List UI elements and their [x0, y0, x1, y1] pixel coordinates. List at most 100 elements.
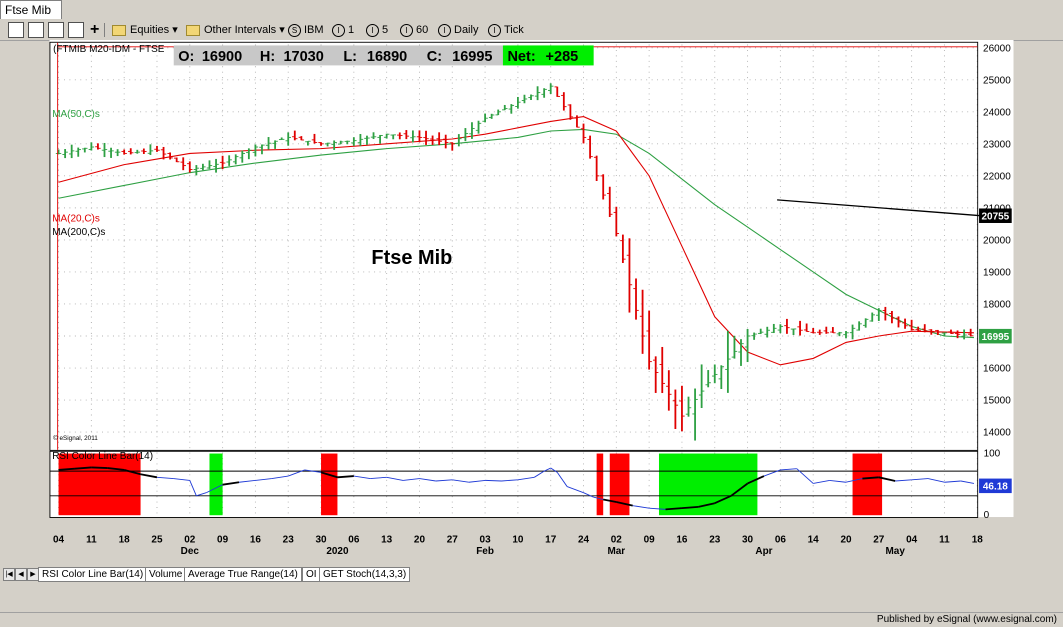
rsi-overbought-bar	[596, 453, 604, 516]
add-icon[interactable]: +	[90, 21, 100, 38]
rsi-tick-label: 0	[984, 510, 990, 521]
rsi-segment	[238, 479, 256, 483]
x-tick-label: 09	[644, 534, 656, 545]
folder-icon	[186, 24, 200, 36]
price-tick-label: 15000	[983, 396, 1011, 407]
interval-daily[interactable]: I Daily	[438, 22, 478, 38]
x-tick-label: 25	[151, 534, 163, 545]
low-label: L:	[343, 49, 357, 65]
x-month-label: Dec	[181, 546, 200, 557]
rsi-segment	[780, 468, 797, 471]
price-marker-label: 20755	[982, 211, 1010, 222]
prev-tab-icon[interactable]: ◀	[15, 568, 27, 581]
rsi-segment	[927, 478, 945, 483]
chart-area[interactable]: 1400015000160001700018000190002000021000…	[0, 40, 1063, 566]
x-tick-label: 02	[611, 534, 623, 545]
tab-oi[interactable]: OI	[302, 567, 321, 582]
price-tick-label: 23000	[983, 139, 1011, 150]
rsi-segment	[91, 466, 108, 469]
x-month-label: Mar	[607, 546, 625, 557]
close-value: 16995	[452, 49, 492, 65]
x-tick-label: 04	[906, 534, 918, 545]
x-tick-label: 14	[808, 534, 820, 545]
rsi-segment	[944, 480, 961, 483]
rsi-segment	[960, 480, 975, 484]
rsi-segment	[173, 478, 190, 481]
rsi-segment	[107, 467, 125, 471]
study-tab-bar: |◀ ◀ ▶ RSI Color Line Bar(14) Volume Ave…	[0, 566, 1063, 582]
ma50-line	[58, 128, 974, 339]
chart-overlay-title: Ftse Mib	[371, 247, 452, 269]
rsi-segment	[140, 473, 158, 479]
x-tick-label: 27	[447, 534, 459, 545]
interval-ibm[interactable]: S IBM	[288, 22, 324, 38]
window-title-tab[interactable]: Ftse Mib	[0, 0, 63, 19]
rsi-segment	[583, 492, 594, 498]
price-panel-frame	[49, 41, 979, 451]
x-tick-label: 30	[315, 534, 327, 545]
first-tab-icon[interactable]: |◀	[3, 568, 15, 581]
rsi-segment	[156, 476, 174, 479]
price-tick-label: 26000	[983, 43, 1011, 54]
rsi-overbought-bar	[852, 453, 883, 516]
low-value: 16890	[367, 49, 407, 65]
intervals-menu[interactable]: Other Intervals ▾	[186, 22, 285, 38]
edit-icon[interactable]	[68, 22, 84, 38]
rsi-segment	[485, 479, 502, 482]
equities-menu[interactable]: Equities ▾	[112, 22, 178, 38]
price-tick-label: 18000	[983, 300, 1011, 311]
ma200-label: MA(200,C)s	[52, 227, 105, 238]
tab-atr[interactable]: Average True Range(14)	[184, 567, 302, 582]
moving-averages	[58, 116, 984, 366]
x-tick-label: 30	[742, 534, 754, 545]
rsi-tick-label: 100	[984, 448, 1001, 459]
interval-tick[interactable]: I Tick	[488, 22, 524, 38]
x-tick-label: 03	[480, 534, 492, 545]
chart-background	[49, 40, 1014, 518]
rsi-segment	[665, 507, 683, 511]
rsi-segment	[288, 469, 305, 477]
rsi-segment	[550, 467, 558, 473]
rsi-segment	[593, 496, 604, 500]
price-tick-label: 19000	[983, 268, 1011, 279]
rsi-segment	[895, 479, 912, 482]
tab-volume[interactable]: Volume	[145, 567, 187, 582]
rsi-segment	[196, 492, 207, 497]
chart-icon[interactable]	[8, 22, 24, 38]
footer: Published by eSignal (www.esignal.com)	[0, 612, 1063, 627]
rsi-segment	[632, 505, 650, 509]
x-tick-label: 20	[414, 534, 426, 545]
rsi-segment	[222, 481, 240, 486]
window-titlebar: Ftse Mib	[0, 0, 1063, 21]
quote-icon[interactable]	[28, 22, 44, 38]
x-tick-label: 20	[840, 534, 852, 545]
price-tick-label: 14000	[983, 428, 1011, 439]
price-tick-label: 22000	[983, 171, 1011, 182]
axes: 1400015000160001700018000190002000021000…	[49, 41, 1012, 557]
rsi-segment	[911, 478, 929, 481]
rsi-segment	[813, 479, 830, 484]
net-panel	[502, 45, 594, 66]
net-value: +285	[546, 49, 579, 65]
ma20-label: MA(20,C)s	[52, 213, 100, 224]
x-tick-label: 16	[250, 534, 262, 545]
ohlc-panel	[173, 45, 594, 66]
x-tick-label: 02	[184, 534, 196, 545]
copyright-label: © eSignal, 2011	[53, 434, 98, 442]
page-icon[interactable]	[48, 22, 64, 38]
rsi-segment	[796, 468, 814, 484]
rsi-segment	[435, 479, 453, 482]
rsi-segment	[566, 486, 584, 494]
x-month-label: Apr	[755, 546, 772, 557]
price-tick-label: 25000	[983, 75, 1011, 86]
interval-60[interactable]: I 60	[400, 22, 428, 38]
net-label: Net:	[507, 49, 535, 65]
rsi-segment	[419, 478, 436, 482]
tab-stoch[interactable]: GET Stoch(14,3,3)	[319, 567, 411, 582]
rsi-segment	[271, 475, 289, 479]
rsi-segment	[320, 471, 338, 479]
tab-rsi[interactable]: RSI Color Line Bar(14)	[38, 567, 148, 582]
